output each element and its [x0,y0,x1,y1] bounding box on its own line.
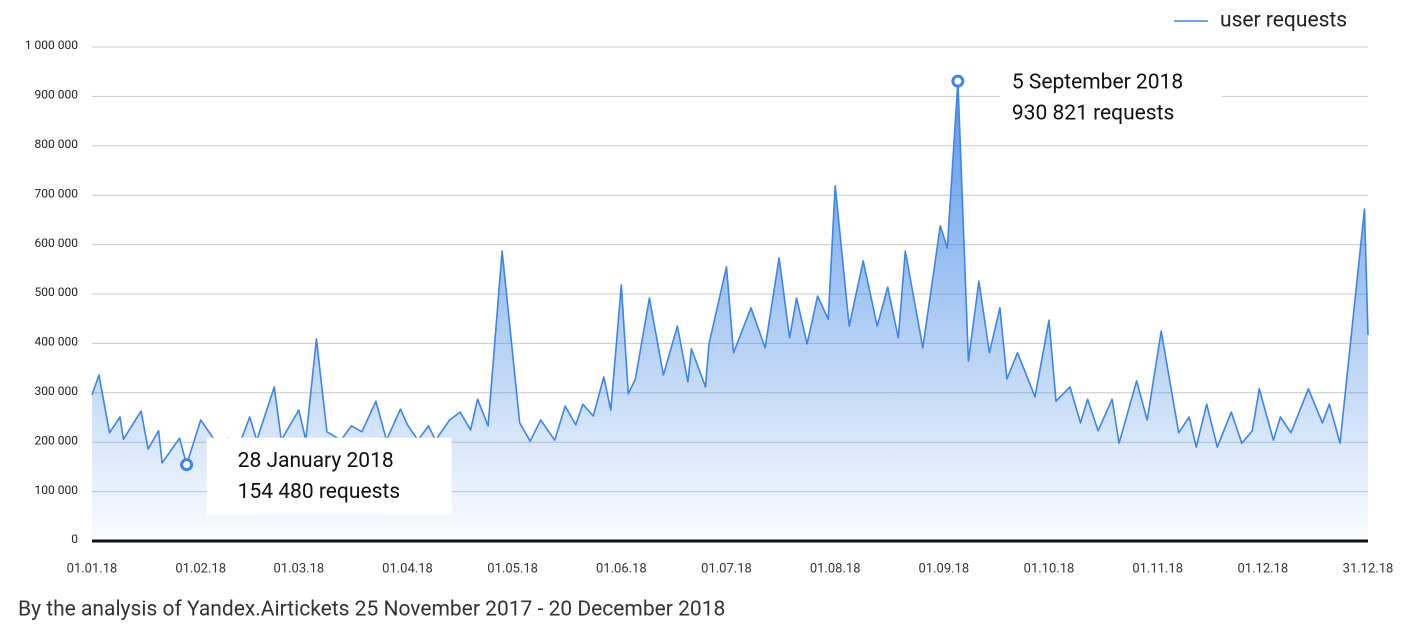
x-tick-label: 01.09.18 [918,561,969,576]
y-tick-label: 700 000 [35,186,79,200]
x-tick-label: 01.05.18 [487,561,538,576]
y-tick-label: 1 000 000 [25,38,78,52]
y-tick-label: 600 000 [35,236,79,250]
annotation-marker [180,458,194,472]
x-tick-label: 01.10.18 [1024,561,1075,576]
x-tick-label: 01.06.18 [596,561,647,576]
x-tick-label: 01.07.18 [701,561,752,576]
x-tick-label: 01.11.18 [1132,561,1183,576]
x-tick-label: 01.01.18 [67,561,118,576]
annotation-text: 5 September 2018 [1012,71,1183,95]
line [91,80,1369,466]
y-tick-label: 900 000 [35,88,79,102]
x-tick-label: 01.02.18 [175,561,226,576]
y-tick-label: 500 000 [35,285,79,299]
footer: By the analysis of Yandex.Airtickets 25 … [18,598,725,622]
legend-label: user requests [1220,9,1347,33]
annotation-text: 154 480 requests [238,480,400,504]
x-tick-label: 01.04.18 [382,561,433,576]
y-tick-label: 200 000 [35,433,79,447]
y-tick-label: 800 000 [35,137,79,151]
annotation-box [206,437,452,515]
x-tick-label: 01.12.18 [1237,561,1288,576]
y-tick-label: 400 000 [35,335,79,349]
x-tick-label: 01.08.18 [810,561,861,576]
annotation-marker [951,74,965,88]
annotation-text: 28 January 2018 [238,449,394,473]
annotation-text: 930 821 requests [1012,102,1174,126]
annotation-box [999,66,1222,129]
y-tick-label: 0 [71,532,78,546]
y-tick-label: 300 000 [35,384,79,398]
x-tick-label: 01.03.18 [273,561,324,576]
y-tick-label: 100 000 [35,483,79,497]
x-tick-label: 31.12.18 [1343,561,1394,576]
